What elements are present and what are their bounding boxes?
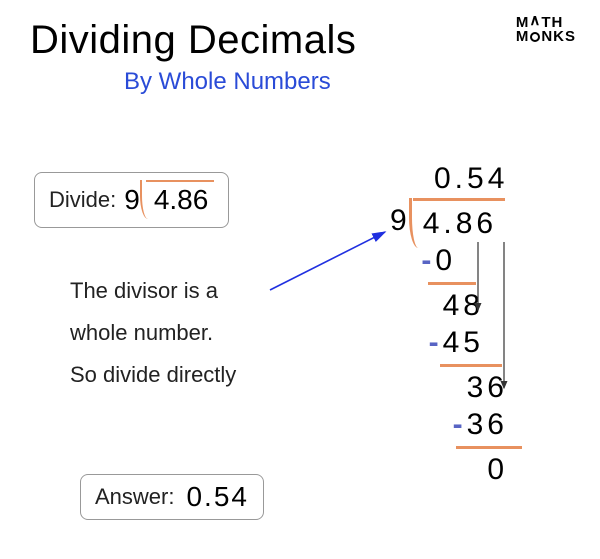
answer-value: 0.54 [182,481,249,513]
minus-icon: - [429,326,443,359]
divide-label: Divide: [49,187,116,213]
long-division-work: 0.54 9 4.86 -0 48 -45 36 -36 0 [390,160,522,488]
brand-logo: M∧TH MNKS [516,16,576,45]
dividend: 4.86 [146,180,215,215]
step-subtract: 36 [467,408,508,441]
page-title: Dividing Decimals [30,18,356,63]
remainder: 0 [487,453,508,486]
divide-box: Divide: 94.86 [34,172,229,228]
pointer-arrow [270,232,385,290]
quotient: 0.54 [390,160,522,198]
answer-label: Answer: [95,484,174,510]
explanation-line: So divide directly [70,354,236,396]
step-bring-down: 36 [467,371,508,404]
explanation-line: whole number. [70,312,236,354]
answer-box: Answer: 0.54 [80,474,264,520]
page-subtitle: By Whole Numbers [124,68,331,96]
minus-icon: - [421,244,435,277]
long-division-problem: 94.86 [124,186,214,214]
explanation-line: The divisor is a [70,270,236,312]
step-subtract: 0 [435,244,456,277]
explanation-text: The divisor is a whole number. So divide… [70,270,236,395]
step-bring-down: 48 [443,289,484,322]
work-dividend: 4.86 [413,198,505,243]
step-subtract: 45 [443,326,484,359]
minus-icon: - [453,408,467,441]
